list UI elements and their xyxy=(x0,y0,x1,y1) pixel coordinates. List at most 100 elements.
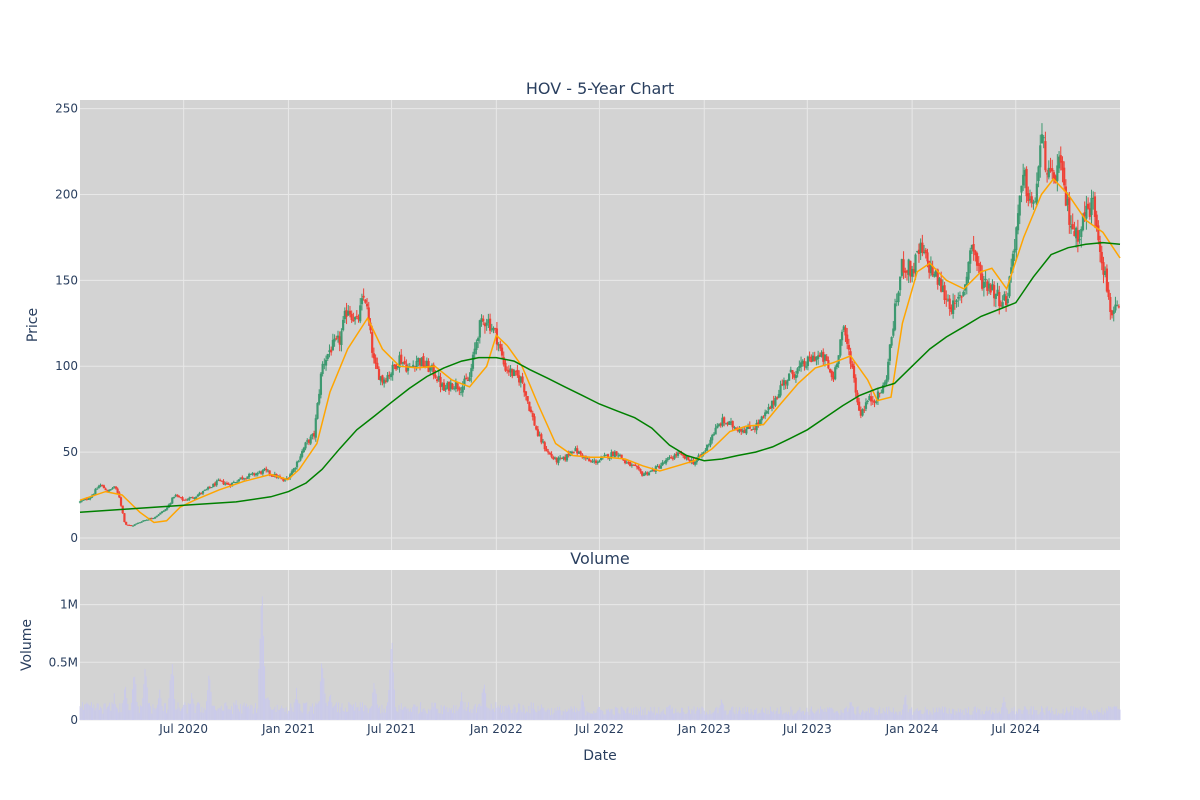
volume-bar xyxy=(178,707,180,720)
candle-up xyxy=(389,374,393,378)
volume-bar xyxy=(851,705,853,720)
volume-bar xyxy=(683,711,685,720)
volume-bar xyxy=(546,709,548,720)
volume-bar xyxy=(796,712,797,720)
volume-bar xyxy=(105,709,107,720)
volume-bar xyxy=(244,706,246,720)
volume-bar xyxy=(807,711,809,720)
volume-bar xyxy=(143,684,145,720)
volume-bar xyxy=(177,702,179,720)
volume-bar xyxy=(218,707,220,720)
volume-bar xyxy=(1070,706,1072,720)
volume-bar xyxy=(323,678,325,720)
candle-up xyxy=(297,461,300,463)
candle-up xyxy=(916,250,919,252)
candle-down xyxy=(516,369,519,376)
volume-bar xyxy=(354,710,356,720)
candle-down xyxy=(750,429,753,431)
volume-bar xyxy=(1094,713,1096,720)
candle-up xyxy=(982,281,985,288)
volume-bar xyxy=(982,714,984,720)
volume-bar xyxy=(503,711,505,720)
volume-bar xyxy=(284,711,286,720)
candle-up xyxy=(610,452,613,458)
volume-bar xyxy=(1116,706,1118,720)
candle-up xyxy=(171,497,174,504)
candle-up xyxy=(724,423,727,425)
volume-bar xyxy=(644,707,646,720)
volume-bar xyxy=(657,713,659,720)
volume-bar xyxy=(579,708,581,720)
volume-bar xyxy=(360,707,362,720)
volume-bar xyxy=(562,710,564,720)
candle-down xyxy=(871,400,874,402)
candle-up xyxy=(704,450,707,452)
volume-bar xyxy=(591,713,592,720)
volume-bar xyxy=(1017,713,1018,720)
volume-bar xyxy=(808,715,810,720)
candle-down xyxy=(678,452,681,454)
volume-bar xyxy=(345,707,346,720)
volume-bar xyxy=(202,712,204,720)
volume-bar xyxy=(1061,713,1063,720)
candle-up xyxy=(1010,267,1013,274)
volume-bar xyxy=(773,710,775,720)
candle-up xyxy=(565,454,569,461)
volume-bar xyxy=(204,710,206,720)
candle-down xyxy=(330,349,333,353)
volume-bar xyxy=(846,706,848,720)
candle-down xyxy=(588,458,591,462)
candle-down xyxy=(870,396,873,402)
volume-bar xyxy=(896,712,898,720)
volume-bar xyxy=(337,712,338,720)
volume-bar xyxy=(743,713,745,720)
volume-bar xyxy=(966,712,968,720)
volume-bar xyxy=(963,715,965,720)
volume-bar xyxy=(1023,706,1025,720)
volume-bar xyxy=(1072,706,1074,720)
candle-up xyxy=(755,423,758,431)
price-chart-title: HOV - 5-Year Chart xyxy=(526,79,674,98)
volume-bar xyxy=(675,708,677,720)
volume-bar xyxy=(521,712,523,720)
volume-bar xyxy=(522,705,524,720)
volume-bar xyxy=(88,705,90,720)
volume-bar xyxy=(900,714,902,720)
volume-bar xyxy=(529,713,531,720)
volume-bar xyxy=(977,707,979,720)
candle-down xyxy=(1051,168,1054,172)
candle-up xyxy=(741,430,745,433)
volume-bar xyxy=(87,703,89,720)
volume-bar xyxy=(494,711,496,720)
volume-bar xyxy=(815,711,817,720)
x-axis-title: Date xyxy=(583,748,616,764)
candle-down xyxy=(940,279,943,292)
volume-bar xyxy=(611,708,613,720)
volume-bar xyxy=(468,702,469,720)
volume-bar xyxy=(214,705,215,720)
candle-down xyxy=(1025,168,1028,197)
volume-bar xyxy=(232,713,234,720)
volume-bar xyxy=(864,712,866,720)
volume-bar xyxy=(718,707,720,720)
candle-up xyxy=(570,452,574,454)
volume-bar xyxy=(859,714,861,720)
volume-bar xyxy=(888,706,890,720)
volume-bar xyxy=(144,668,146,720)
candle-up xyxy=(379,376,382,381)
volume-bar xyxy=(100,706,102,720)
volume-bar xyxy=(89,705,91,720)
volume-bar xyxy=(661,711,663,720)
candle-up xyxy=(1006,298,1009,304)
x-tick-label: Jul 2021 xyxy=(366,722,416,736)
volume-bar xyxy=(1100,712,1102,720)
candle-up xyxy=(340,331,343,346)
volume-bar xyxy=(956,712,958,720)
volume-bar xyxy=(784,713,786,720)
volume-bar xyxy=(373,683,375,720)
volume-bar xyxy=(444,705,446,720)
volume-bar xyxy=(457,709,459,720)
volume-bar xyxy=(301,712,303,720)
volume-bar xyxy=(531,708,533,720)
